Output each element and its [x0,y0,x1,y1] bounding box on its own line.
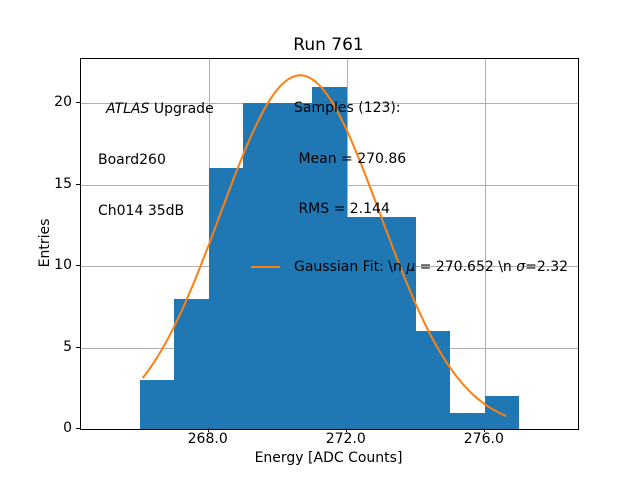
y-tick-label: 20 [54,94,72,110]
y-tick-mark [76,102,80,103]
legend-gaussian-pre: Gaussian Fit: \n [294,258,407,275]
legend-samples-line-3: RMS = 2.144 [294,200,390,217]
histogram-bar [381,217,416,429]
legend-handle-col [251,153,280,165]
y-tick-label: 15 [54,176,72,192]
histogram-bar [278,103,312,429]
chart-title: Run 761 [293,35,364,55]
legend-entry-gaussian: Gaussian Fit: \n μ = 270.652 \n σ=2.32 [251,259,568,276]
legend-samples-text: Samples (123): Mean = 270.86 RMS = 2.144 [294,67,406,251]
x-axis-label: Energy [ADC Counts] [254,450,403,466]
y-tick-mark [76,428,80,429]
legend-samples-line-2: Mean = 270.86 [294,150,407,167]
gaussian-fit-curve [142,74,507,417]
legend-gaussian-mu: μ [406,258,416,275]
x-tick-label: 272.0 [325,431,366,447]
gaussian-line-icon [251,266,280,269]
samples-swatch-icon [251,153,280,165]
annotation-line-3: Ch014 35dB [98,203,185,219]
y-tick-mark [76,265,80,266]
histogram-bar [416,331,450,429]
legend: Samples (123): Mean = 270.86 RMS = 2.144… [251,67,568,275]
x-tick-label: 276.0 [463,431,504,447]
x-tick-label: 268.0 [187,431,228,447]
histogram-bar [209,168,243,429]
legend-samples-line-1: Samples (123): [294,100,401,117]
x-tick-mark [346,428,347,432]
histogram-bar [174,299,209,429]
axes: ATLAS Upgrade Board260 Ch014 35dB Sample… [80,58,579,430]
y-tick-mark [76,184,80,185]
y-tick-label: 10 [54,257,72,273]
legend-entry-samples: Samples (123): Mean = 270.86 RMS = 2.144 [251,67,568,251]
x-tick-mark [484,428,485,432]
y-tick-mark [76,347,80,348]
histogram-bar [347,217,381,429]
histogram-bar [140,380,174,429]
legend-gaussian-text: Gaussian Fit: \n μ = 270.652 \n σ=2.32 [294,259,568,276]
legend-handle-col [251,266,280,269]
annotation-line-1: ATLAS Upgrade [98,101,214,118]
gaussian-fit-path [142,74,507,417]
gridline-x [485,59,486,429]
histogram-bar [450,413,485,429]
y-tick-label: 5 [63,339,72,355]
y-axis-label: Entries [37,218,53,268]
histogram-bar [485,396,519,429]
histogram-bar [312,87,347,429]
y-tick-label: 0 [63,420,72,436]
annotation-block: ATLAS Upgrade Board260 Ch014 35dB [98,67,214,254]
legend-gaussian-post: =2.32 [525,258,569,275]
legend-gaussian-mid: = 270.652 \n [415,258,517,275]
annotation-line-2: Board260 [98,152,166,168]
x-tick-mark [208,428,209,432]
legend-gaussian-sigma: σ [516,258,526,275]
annotation-upgrade: Upgrade [149,101,214,117]
annotation-atlas: ATLAS [106,101,150,117]
